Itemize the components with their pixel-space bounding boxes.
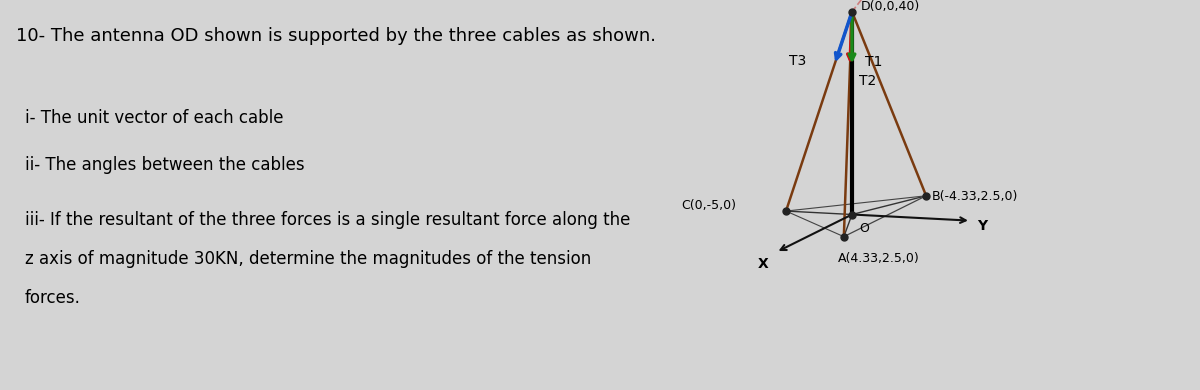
Text: D(0,0,40): D(0,0,40) — [862, 0, 920, 13]
Text: ii- The angles between the cables: ii- The angles between the cables — [25, 156, 305, 174]
Text: forces.: forces. — [25, 289, 80, 307]
Text: T3: T3 — [790, 54, 806, 68]
Text: iii- If the resultant of the three forces is a single resultant force along the: iii- If the resultant of the three force… — [25, 211, 630, 229]
Text: B(-4.33,2.5,0): B(-4.33,2.5,0) — [932, 190, 1019, 203]
Text: i- The unit vector of each cable: i- The unit vector of each cable — [25, 109, 283, 127]
Text: T2: T2 — [859, 74, 876, 88]
Text: 10- The antenna OD shown is supported by the three cables as shown.: 10- The antenna OD shown is supported by… — [16, 27, 655, 45]
Text: A(4.33,2.5,0): A(4.33,2.5,0) — [838, 252, 919, 265]
Text: O: O — [859, 222, 869, 235]
Text: C(0,-5,0): C(0,-5,0) — [682, 199, 736, 212]
Text: T1: T1 — [865, 55, 882, 69]
Text: Y: Y — [977, 220, 986, 234]
Text: z axis of magnitude 30KN, determine the magnitudes of the tension: z axis of magnitude 30KN, determine the … — [25, 250, 592, 268]
Text: X: X — [758, 257, 769, 271]
